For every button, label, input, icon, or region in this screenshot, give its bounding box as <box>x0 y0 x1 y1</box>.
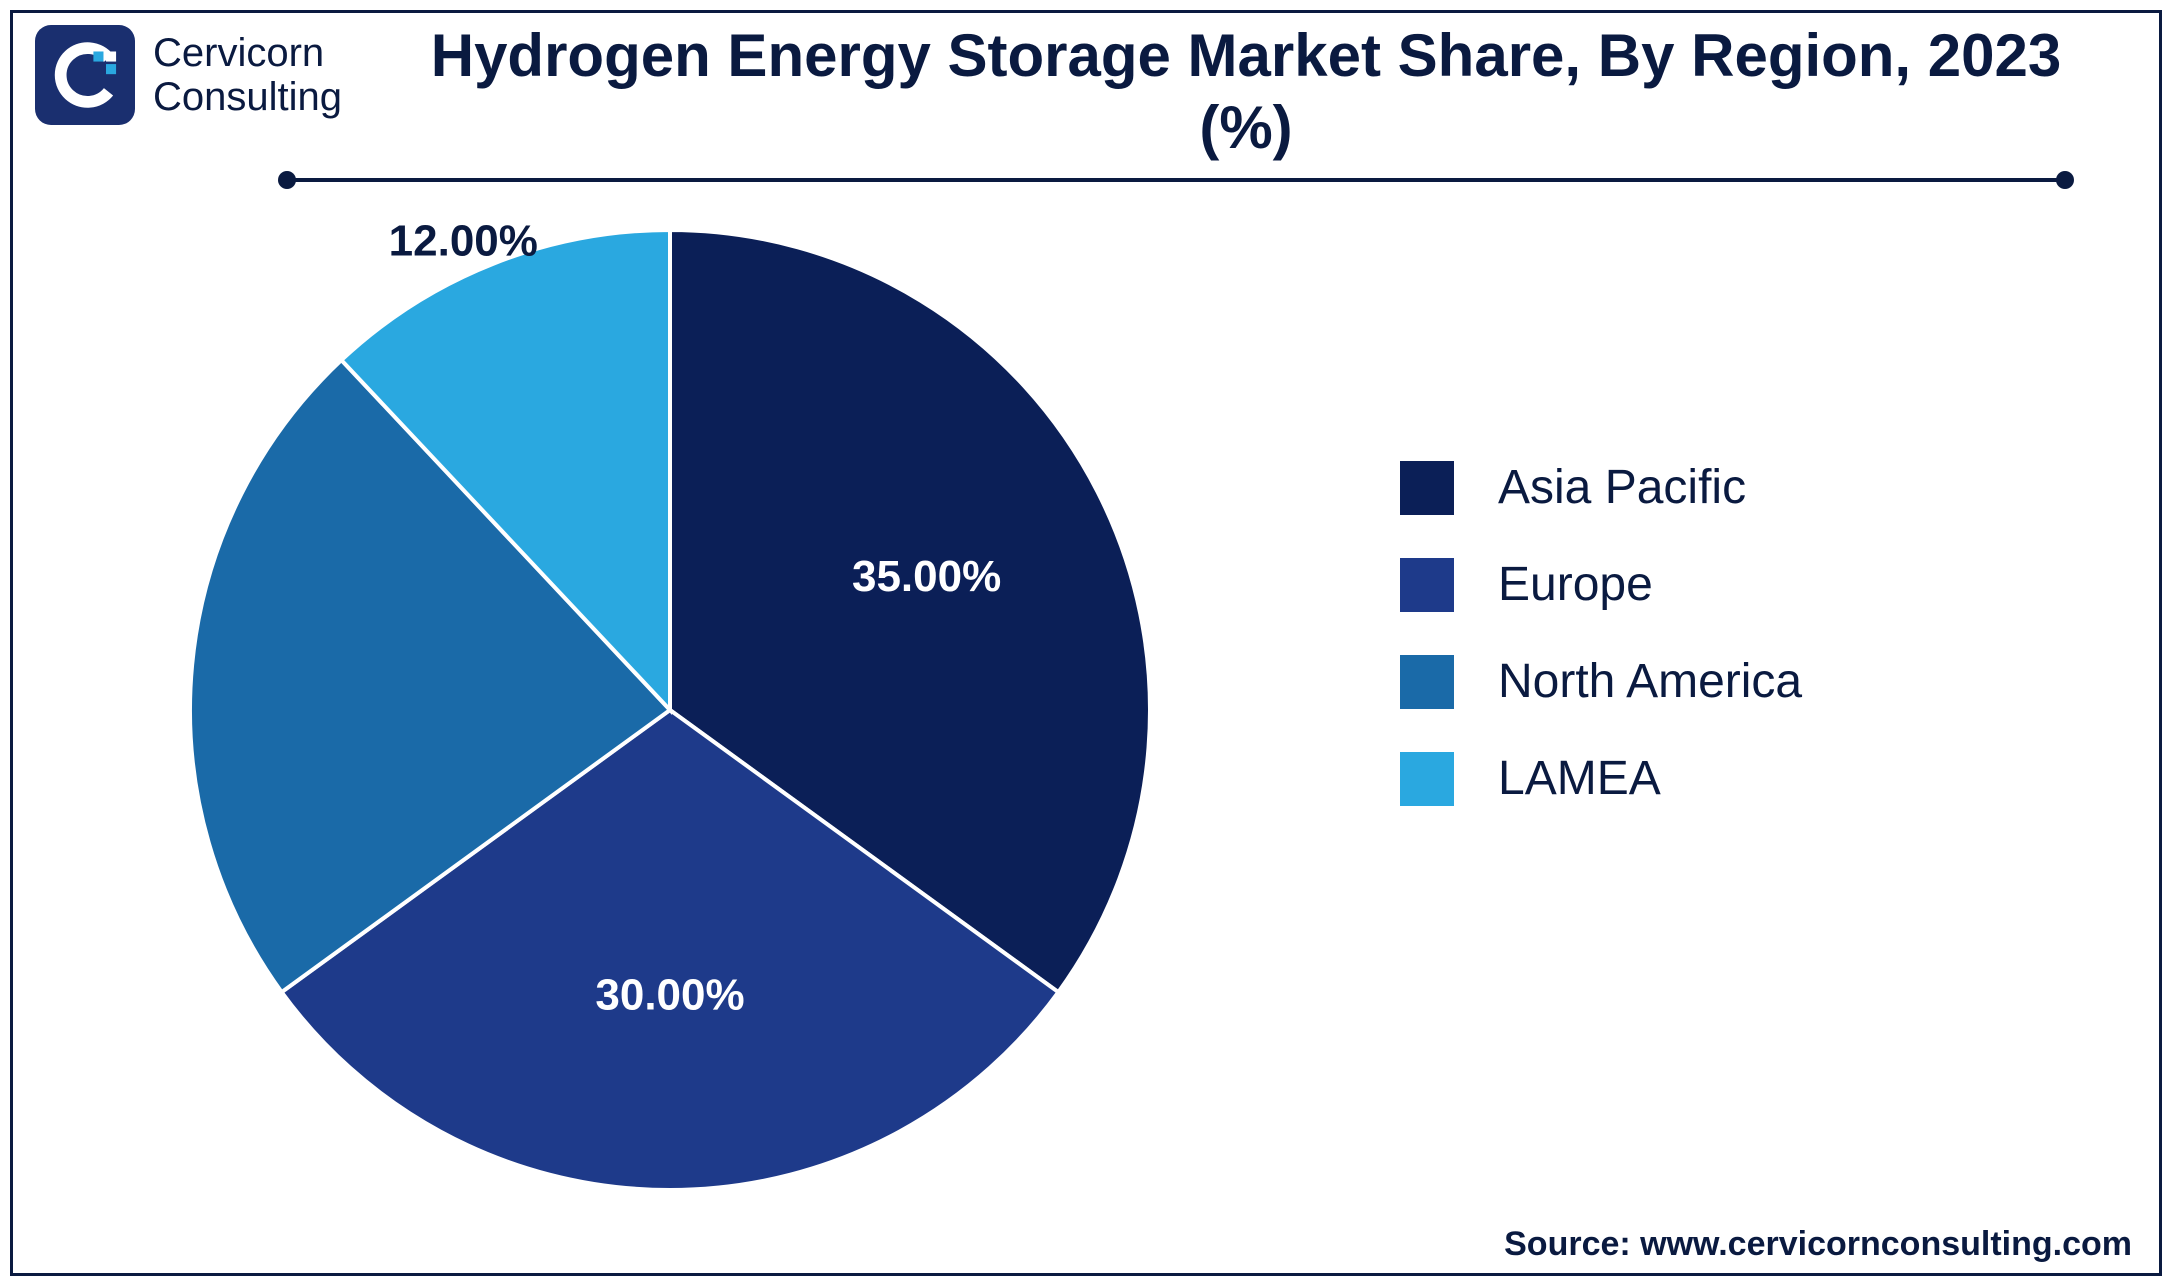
title-rule <box>280 178 2072 182</box>
legend-swatch <box>1400 655 1454 709</box>
legend-item: LAMEA <box>1400 751 1802 806</box>
legend-swatch <box>1400 558 1454 612</box>
slice-label: 35.00% <box>852 552 1001 601</box>
brand-logo-text: Cervicorn Consulting <box>153 31 342 119</box>
pie-chart: 35.00%30.00%23.00%12.00% <box>180 220 1160 1200</box>
source-attribution: Source: www.cervicornconsulting.com <box>1504 1225 2132 1264</box>
legend-item: North America <box>1400 654 1802 709</box>
legend-label: North America <box>1498 654 1802 709</box>
legend: Asia Pacific Europe North America LAMEA <box>1400 460 1802 806</box>
legend-label: Europe <box>1498 557 1653 612</box>
legend-label: Asia Pacific <box>1498 460 1746 515</box>
brand-line1: Cervicorn <box>153 31 342 75</box>
slice-label: 30.00% <box>595 971 744 1020</box>
brand-logo-mark <box>35 25 135 125</box>
legend-item: Asia Pacific <box>1400 460 1802 515</box>
brand-line2: Consulting <box>153 75 342 119</box>
legend-swatch <box>1400 461 1454 515</box>
legend-item: Europe <box>1400 557 1802 612</box>
brand-logo-block: Cervicorn Consulting <box>35 25 342 125</box>
brand-c-icon <box>43 33 127 117</box>
legend-label: LAMEA <box>1498 751 1661 806</box>
legend-swatch <box>1400 752 1454 806</box>
slice-label: 12.00% <box>389 220 538 265</box>
chart-title: Hydrogen Energy Storage Market Share, By… <box>400 20 2092 164</box>
